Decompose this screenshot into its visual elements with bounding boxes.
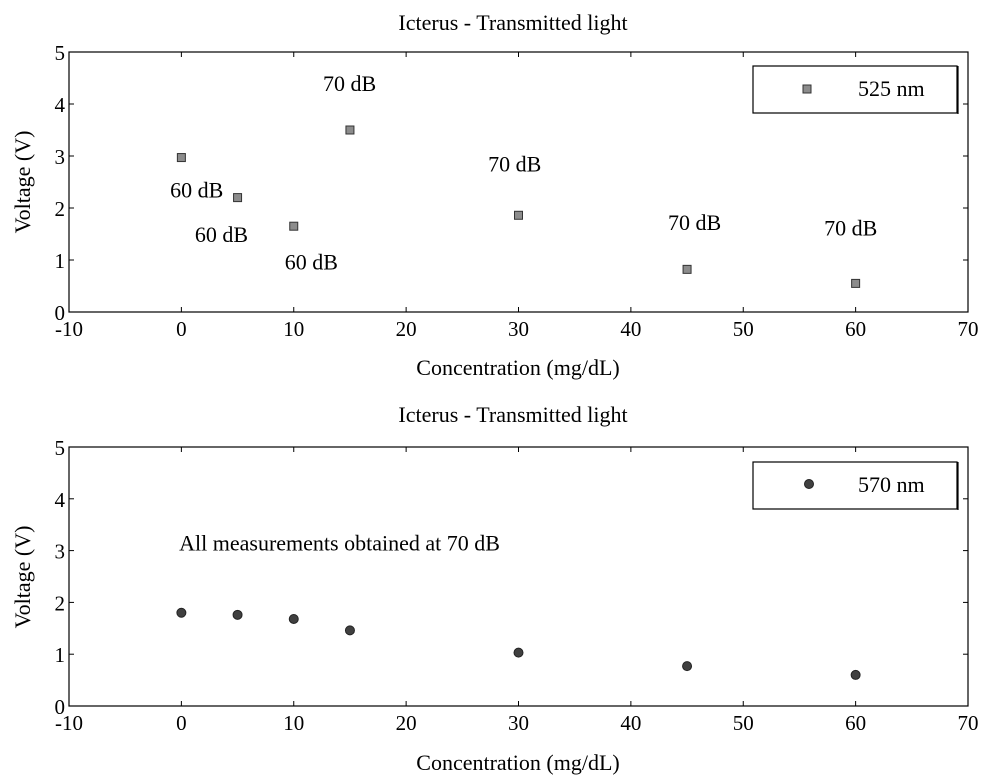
chart-bottom-data-point-0 xyxy=(176,607,187,618)
chart-top-x-tick-label-2: 10 xyxy=(283,317,304,341)
chart-top-x-axis-label: Concentration (mg/dL) xyxy=(416,355,619,380)
chart-top-y-tick-labels: 0 1 2 3 4 5 xyxy=(55,41,66,325)
chart-bottom-x-tick-label-0: -10 xyxy=(55,711,83,735)
chart-top-legend: 525 nm xyxy=(752,65,959,114)
chart-bottom-y-tick-label-4: 4 xyxy=(55,488,66,512)
legend-circle-marker xyxy=(804,479,814,489)
chart-bottom-y-tick-label-1: 1 xyxy=(55,643,66,667)
chart-bottom-legend: 570 nm xyxy=(752,461,959,510)
chart-bottom-x-tick-labels: -10 0 10 20 30 40 50 60 70 xyxy=(55,711,979,735)
chart-bottom-y-tick-label-2: 2 xyxy=(55,591,66,615)
chart-top-data-point-3 xyxy=(345,125,355,135)
chart-bottom-x-tick-label-2: 10 xyxy=(283,711,304,735)
chart-top-annotation-5: 70 dB xyxy=(668,210,721,235)
chart-top-annotation-2: 60 dB xyxy=(285,249,338,274)
chart-bottom-annotations: All measurements obtained at 70 dB xyxy=(179,531,500,556)
chart-bottom-data-point-5 xyxy=(682,661,693,672)
legend-box xyxy=(752,65,958,114)
chart-bottom-x-tick-label-5: 40 xyxy=(620,711,641,735)
chart-top-x-tick-label-5: 40 xyxy=(620,317,641,341)
chart-top-y-tick-label-2: 2 xyxy=(55,197,66,221)
chart-bottom-y-ticks xyxy=(69,446,968,707)
chart-top-y-tick-label-5: 5 xyxy=(55,41,66,65)
chart-bottom-data-point-4 xyxy=(513,647,524,658)
chart-top-data-point-6 xyxy=(851,278,861,288)
legend-label-525nm: 525 nm xyxy=(858,76,925,101)
chart-bottom-title: Icterus - Transmitted light xyxy=(398,402,627,427)
chart-top-y-tick-label-0: 0 xyxy=(55,301,66,325)
chart-top-x-tick-label-6: 50 xyxy=(733,317,754,341)
chart-bottom-data-points xyxy=(176,607,861,680)
chart-top-data-points xyxy=(176,125,861,288)
chart-top-x-tick-label-8: 70 xyxy=(958,317,979,341)
chart-top-x-tick-labels: -10 0 10 20 30 40 50 60 70 xyxy=(55,317,979,341)
chart-top-data-point-2 xyxy=(289,221,299,231)
legend-label-570nm: 570 nm xyxy=(858,472,925,497)
chart-top-annotation-1: 60 dB xyxy=(195,222,248,247)
chart-top-x-tick-label-1: 0 xyxy=(176,317,187,341)
chart-top-y-axis-label: Voltage (V) xyxy=(10,131,35,234)
chart-bottom-x-tick-label-6: 50 xyxy=(733,711,754,735)
chart-bottom-y-tick-labels: 0 1 2 3 4 5 xyxy=(55,436,66,719)
legend-square-marker xyxy=(802,84,812,94)
chart-top-annotation-6: 70 dB xyxy=(824,216,877,241)
chart-top-y-tick-label-1: 1 xyxy=(55,249,66,273)
chart-top-annotations: 60 dB 60 dB 60 dB 70 dB 70 dB 70 dB 70 dB xyxy=(170,71,877,274)
chart-bottom-y-tick-label-5: 5 xyxy=(55,436,66,460)
chart-top-x-tick-label-7: 60 xyxy=(845,317,866,341)
chart-bottom-y-axis-label: Voltage (V) xyxy=(10,526,35,629)
chart-top-y-tick-label-3: 3 xyxy=(55,145,66,169)
chart-bottom-x-tick-label-8: 70 xyxy=(958,711,979,735)
chart-bottom-x-tick-label-4: 30 xyxy=(508,711,529,735)
chart-bottom-x-axis-label: Concentration (mg/dL) xyxy=(416,750,619,775)
legend-box xyxy=(752,461,958,510)
chart-bottom-x-ticks xyxy=(68,447,969,706)
chart-bottom-annotation-0: All measurements obtained at 70 dB xyxy=(179,531,500,556)
chart-top-x-tick-label-0: -10 xyxy=(55,317,83,341)
chart-bottom-data-point-6 xyxy=(850,669,861,680)
chart-top-data-point-4 xyxy=(514,210,523,220)
chart-bottom-x-tick-label-3: 20 xyxy=(396,711,417,735)
chart-top-annotation-3: 70 dB xyxy=(323,71,376,96)
chart-bottom-y-tick-label-3: 3 xyxy=(55,540,66,564)
chart-top-x-ticks xyxy=(68,52,969,312)
chart-bottom: Icterus - Transmitted light -10 0 10 20 30 40… xyxy=(10,402,979,775)
chart-top-x-tick-label-3: 20 xyxy=(396,317,417,341)
chart-top-x-tick-label-4: 30 xyxy=(508,317,529,341)
chart-top-data-point-0 xyxy=(176,153,186,163)
chart-bottom-x-tick-label-1: 0 xyxy=(176,711,187,735)
chart-top-annotation-0: 60 dB xyxy=(170,178,223,203)
chart-bottom-data-point-3 xyxy=(344,625,355,636)
chart-top-annotation-4: 70 dB xyxy=(488,152,541,177)
chart-top-title: Icterus - Transmitted light xyxy=(398,10,627,35)
chart-bottom-data-point-1 xyxy=(232,609,243,620)
chart-bottom-data-point-2 xyxy=(288,613,299,624)
chart-bottom-y-tick-label-0: 0 xyxy=(55,695,66,719)
chart-top-data-point-1 xyxy=(233,193,243,203)
chart-top-y-tick-label-4: 4 xyxy=(55,93,66,117)
chart-top-y-ticks xyxy=(69,51,968,313)
chart-top-data-point-5 xyxy=(682,264,692,274)
chart-bottom-x-tick-label-7: 60 xyxy=(845,711,866,735)
chart-top: Icterus - Transmitted light -10 0 10 20 30 40… xyxy=(10,10,979,380)
